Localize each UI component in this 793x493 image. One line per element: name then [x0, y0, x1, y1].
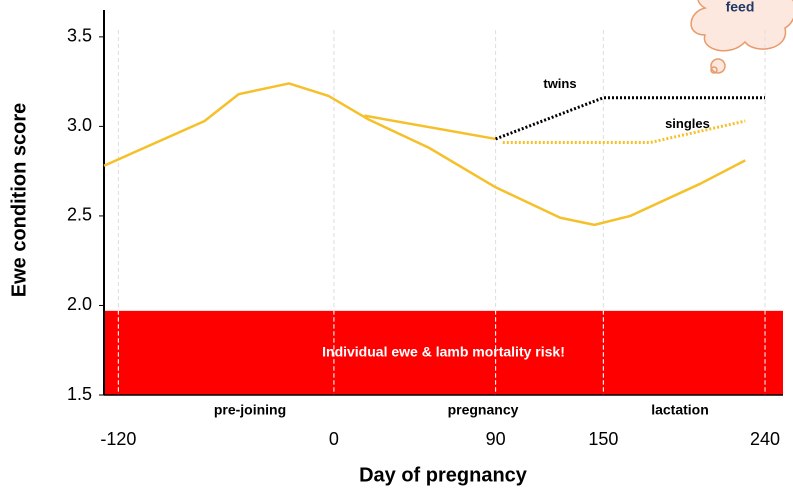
risk-zone-label: Individual ewe & lamb mortality risk!	[322, 344, 565, 360]
x-tick-label: 240	[750, 429, 780, 449]
series-line	[495, 96, 766, 141]
x-axis-title: Day of pregnancy	[359, 464, 528, 486]
callout-cloud	[690, 0, 793, 74]
x-tick-label: -120	[100, 429, 136, 449]
x-tick-label: 0	[329, 429, 339, 449]
y-tick-label: 3.0	[67, 115, 92, 135]
series-line	[502, 119, 746, 145]
y-tick-label: 1.5	[67, 384, 92, 404]
y-tick-label: 2.0	[67, 294, 92, 314]
y-tick-label: 2.5	[67, 205, 92, 225]
y-tick-label: 3.5	[67, 26, 92, 46]
x-tick-label: 90	[486, 429, 506, 449]
period-label: pregnancy	[448, 402, 519, 418]
series-label: twins	[543, 76, 576, 91]
series-line	[103, 82, 746, 227]
period-label: lactation	[651, 402, 709, 418]
period-label: pre-joining	[214, 402, 286, 418]
x-tick-label: 150	[588, 429, 618, 449]
risk-zone	[104, 310, 783, 395]
series-line	[364, 114, 496, 141]
y-axis-title: Ewe condition score	[8, 103, 30, 297]
series-label: singles	[665, 116, 710, 131]
callout-text: feed	[726, 0, 755, 15]
